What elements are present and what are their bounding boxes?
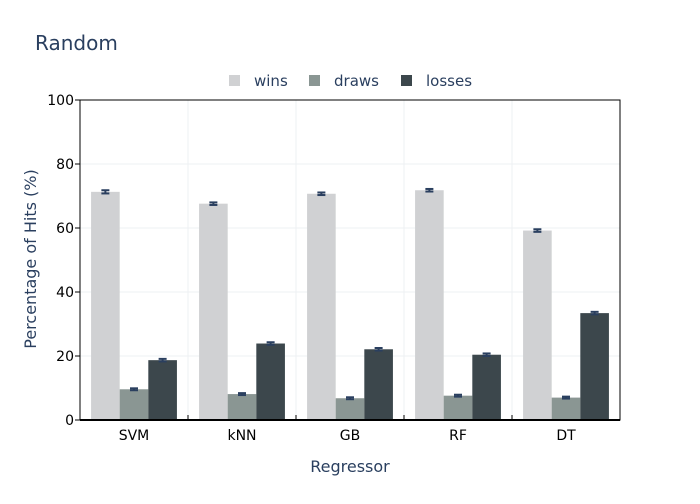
bar-losses-kNN	[256, 343, 285, 420]
x-tick-label: GB	[340, 428, 360, 444]
y-tick-label: 80	[56, 157, 74, 173]
legend: wins draws losses	[229, 72, 472, 90]
x-axis-title: Regressor	[310, 457, 390, 476]
y-tick-label: 60	[56, 221, 74, 237]
y-axis-title: Percentage of Hits (%)	[21, 169, 40, 348]
legend-label-draws: draws	[334, 72, 379, 90]
bars	[91, 187, 609, 420]
bar-draws-kNN	[227, 394, 257, 420]
bar-losses-RF	[472, 354, 501, 420]
bar-wins-DT	[523, 230, 552, 420]
y-tick-label: 0	[65, 413, 74, 429]
bar-wins-kNN	[199, 203, 228, 420]
bar-wins-RF	[415, 190, 444, 420]
legend-swatch-losses	[401, 75, 412, 86]
legend-swatch-wins	[229, 75, 240, 86]
bar-draws-GB	[335, 398, 365, 420]
bar-draws-RF	[443, 395, 473, 420]
x-tick-label: DT	[556, 428, 576, 444]
y-tick-label: 40	[56, 285, 74, 301]
legend-label-wins: wins	[254, 72, 288, 90]
y-tick-label: 20	[56, 349, 74, 365]
bar-draws-DT	[551, 397, 581, 420]
bar-draws-SVM	[119, 389, 149, 420]
x-tick-label: SVM	[119, 428, 150, 444]
legend-label-losses: losses	[426, 72, 472, 90]
bar-losses-SVM	[148, 360, 177, 420]
y-tick-label: 100	[47, 93, 74, 109]
legend-swatch-draws	[309, 75, 320, 86]
x-tick-label: RF	[449, 428, 467, 444]
chart-title: Random	[35, 31, 118, 55]
axes: 0 20 40 60 80 100 SVM kNN GB RF DT	[47, 93, 621, 444]
bar-wins-SVM	[91, 191, 120, 420]
x-tick-label: kNN	[227, 428, 256, 444]
bar-losses-DT	[580, 313, 609, 420]
bar-wins-GB	[307, 193, 336, 420]
bar-losses-GB	[364, 349, 393, 420]
